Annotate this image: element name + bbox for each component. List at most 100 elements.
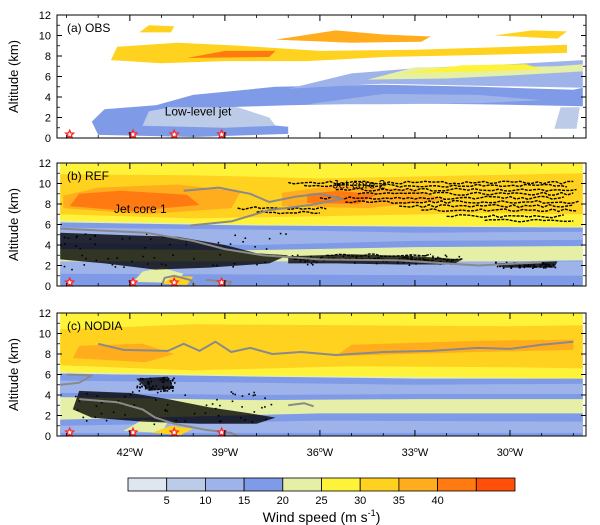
y-tick-label: 8 (45, 199, 51, 211)
stipple-dot (542, 267, 545, 269)
dense-stipple-streak (256, 210, 320, 215)
stipple-dot (170, 382, 172, 384)
stipple-dot (444, 254, 447, 257)
dense-stipple-streak (335, 187, 577, 192)
stipple-dot (306, 263, 309, 266)
stipple-dot (549, 265, 551, 268)
stipple-dot (162, 378, 165, 380)
stipple-dot (523, 266, 526, 269)
stipple-dot (141, 385, 143, 388)
stipple-dot (310, 255, 312, 258)
stipple-dot (150, 380, 152, 383)
stipple-dot (185, 240, 188, 242)
stipple-dot (79, 247, 81, 250)
stipple-dot (164, 409, 166, 412)
stipple-dot (154, 399, 157, 401)
dense-stipple-streak (319, 195, 564, 201)
stipple-dot (528, 265, 530, 268)
stipple-dot (172, 378, 174, 381)
colorbar-tick-label: 20 (277, 495, 289, 507)
y-axis-title: Altitude (km) (6, 40, 21, 113)
stipple-dot (397, 262, 399, 264)
colorbar-swatch (359, 477, 400, 492)
stipple-dot (510, 267, 513, 269)
stipple-dot (546, 263, 548, 266)
stipple-dot (248, 393, 250, 395)
panel-2: 0 2 4 6 8 10 12 Altitude (km) (b) REF Jet core 1 J… (6, 158, 587, 293)
stipple-dot (64, 243, 66, 245)
stipple-dot (193, 412, 196, 415)
stipple-dot (172, 254, 174, 256)
stipple-dot (450, 260, 453, 263)
y-tick-label: 10 (39, 329, 51, 341)
stipple-dot (100, 412, 103, 415)
stipple-dot (408, 264, 411, 266)
stipple-dot (141, 378, 144, 380)
stipple-dot (368, 256, 370, 258)
stipple-dot (139, 386, 141, 389)
stipple-dot (163, 376, 165, 379)
stipple-dot (146, 263, 149, 265)
stipple-dot (215, 407, 217, 410)
stipple-dot (264, 261, 266, 264)
stipple-dot (171, 386, 174, 388)
stipple-dot (212, 264, 215, 267)
stipple-dot (342, 255, 345, 258)
stipple-dot (136, 385, 139, 388)
stipple-dot (211, 403, 214, 405)
stipple-dot (144, 385, 147, 387)
stipple-dot (502, 264, 505, 267)
stipple-dot (502, 267, 505, 269)
stipple-dot (162, 381, 165, 384)
stipple-dot (75, 245, 77, 247)
stipple-dot (205, 404, 208, 407)
y-tick-label: 0 (45, 431, 51, 443)
stipple-dot (264, 406, 266, 408)
stipple-dot (216, 398, 218, 401)
stipple-dot (75, 395, 77, 398)
y-tick-label: 6 (45, 220, 51, 232)
dense-stipple-streak (345, 199, 580, 205)
y-tick-label: 4 (45, 390, 51, 402)
stipple-dot (160, 263, 163, 266)
speed-band-8 (186, 50, 276, 58)
colorbar-swatch (475, 477, 516, 492)
station-marker-3 (168, 426, 180, 438)
stipple-dot (533, 265, 536, 268)
stipple-dot (155, 385, 157, 387)
stipple-dot (96, 395, 99, 397)
stipple-dot (244, 237, 247, 239)
stipple-dot (312, 260, 315, 263)
stipple-dot (162, 386, 165, 389)
stipple-dot (545, 264, 547, 266)
panel-label: (c) NODIA (67, 319, 122, 333)
station-marker-3 (168, 128, 180, 140)
stipple-dot (164, 390, 167, 392)
stipple-dot (261, 406, 263, 409)
stipple-dot (310, 262, 313, 265)
stipple-dot (544, 263, 547, 265)
stipple-dot (153, 423, 156, 426)
contour-line-3 (205, 278, 233, 286)
dense-stipple-streak (326, 253, 431, 258)
speed-band-11 (494, 30, 567, 39)
stipple-dot (174, 382, 176, 384)
stipple-dot (156, 391, 159, 394)
contour-line-0 (60, 227, 542, 267)
stipple-dot (268, 237, 271, 240)
stipple-dot (415, 263, 417, 265)
stipple-dot (124, 395, 126, 398)
stipple-dot (63, 265, 66, 268)
stipple-dot (220, 420, 222, 422)
stipple-dot (167, 378, 170, 380)
stipple-dot (539, 264, 542, 266)
stipple-dot (204, 412, 207, 414)
stipple-dot (95, 405, 98, 407)
wind-field (60, 163, 583, 286)
stipple-dot (264, 397, 266, 399)
stipple-dot (217, 414, 220, 417)
station-marker-3 (168, 276, 180, 288)
stipple-dot (117, 400, 120, 402)
stipple-dot (157, 388, 160, 391)
stipple-dot (169, 380, 172, 382)
